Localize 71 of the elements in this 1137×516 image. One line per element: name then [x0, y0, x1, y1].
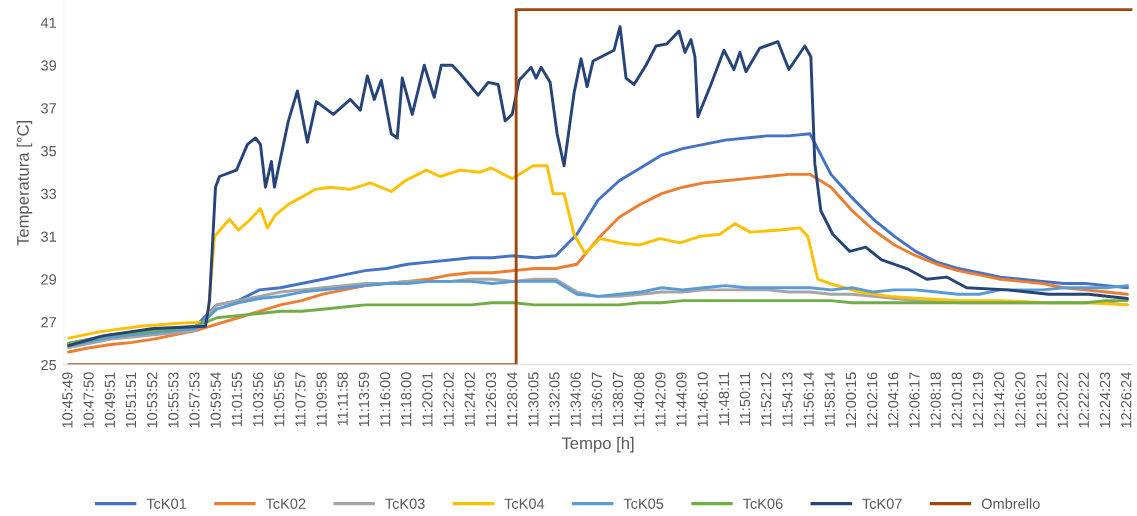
- x-tick-label: 10:55:53: [168, 372, 179, 428]
- x-tick-label: 11:32:05: [549, 372, 560, 427]
- x-tick-label: 12:02:16: [867, 372, 878, 428]
- legend-label: TcK07: [862, 498, 902, 509]
- x-tick-label: 12:26:24: [1121, 372, 1132, 428]
- x-tick-label: 12:22:22: [1078, 372, 1089, 428]
- x-tick-label: 11:54:13: [782, 372, 793, 427]
- x-tick-label: 11:44:09: [676, 372, 687, 427]
- x-tick-label: 11:38:07: [612, 372, 624, 427]
- x-tick-label: 11:18:00: [401, 372, 412, 427]
- x-tick-label: 11:11:58: [337, 372, 348, 426]
- x-tick-label: 12:06:17: [909, 372, 920, 428]
- x-tick-label: 11:05:56: [274, 372, 285, 427]
- legend-label: TcK02: [265, 498, 306, 509]
- x-tick-label: 11:24:02: [464, 372, 475, 427]
- y-tick-label: 25: [41, 359, 57, 371]
- x-tick-label: 12:08:18: [930, 372, 941, 428]
- y-tick-label: 41: [40, 17, 57, 28]
- x-tick-label: 11:46:10: [697, 372, 708, 427]
- x-tick-label: 11:56:14: [803, 372, 814, 427]
- legend-label: TcK03: [385, 498, 425, 509]
- x-tick-label: 12:10:18: [951, 372, 962, 428]
- x-tick-label: 12:16:20: [1015, 372, 1026, 428]
- x-tick-label: 10:57:53: [189, 372, 200, 428]
- x-tick-label: 12:18:21: [1036, 372, 1047, 428]
- x-tick-label: 12:00:15: [845, 372, 857, 428]
- x-tick-label: 11:22:02: [443, 372, 454, 427]
- x-tick-label: 11:16:00: [380, 372, 391, 427]
- x-tick-label: 12:14:20: [994, 372, 1005, 428]
- x-axis-title: Tempo [h]: [561, 436, 634, 453]
- x-tick-label: 11:40:08: [634, 372, 645, 427]
- legend-label: TcK06: [742, 498, 783, 509]
- x-tick-label: 10:49:51: [104, 372, 116, 428]
- x-tick-label: 12:04:16: [888, 372, 899, 428]
- x-tick-label: 11:42:09: [655, 372, 666, 427]
- x-tick-label: 11:52:12: [761, 372, 772, 427]
- x-tick-label: 10:59:54: [210, 372, 221, 428]
- x-tick-label: 11:07:57: [295, 372, 306, 427]
- y-tick-label: 39: [41, 60, 57, 71]
- x-tick-label: 12:12:19: [972, 372, 984, 428]
- x-tick-label: 12:20:22: [1057, 372, 1068, 428]
- x-tick-label: 11:20:01: [422, 372, 433, 427]
- y-tick-label: 31: [41, 231, 57, 242]
- legend-label: TcK04: [504, 498, 545, 509]
- y-tick-label: 35: [41, 145, 57, 157]
- x-tick-label: 11:48:11: [718, 372, 730, 426]
- legend-label: TcK01: [146, 498, 187, 509]
- y-axis-title: Temperatura [°C]: [16, 121, 33, 246]
- x-tick-label: 10:47:50: [83, 372, 94, 428]
- legend-label: Ombrello: [981, 498, 1040, 509]
- x-tick-label: 10:45:49: [62, 372, 73, 428]
- x-tick-label: 11:34:06: [570, 372, 581, 427]
- x-tick-label: 11:30:05: [528, 372, 539, 427]
- y-tick-label: 37: [41, 103, 56, 114]
- x-tick-label: 11:28:04: [507, 372, 518, 427]
- x-tick-label: 12:24:23: [1099, 372, 1111, 428]
- legend-label: TcK05: [623, 498, 664, 509]
- x-tick-label: 10:53:52: [147, 372, 158, 428]
- line-series: [67, 299, 1129, 345]
- x-tick-label: 11:09:58: [316, 372, 327, 427]
- y-tick-label: 33: [41, 188, 57, 200]
- x-tick-label: 11:26:03: [485, 372, 497, 427]
- x-tick-label: 11:58:14: [824, 372, 835, 427]
- x-tick-label: 11:36:07: [591, 372, 603, 427]
- y-tick-label: 27: [41, 317, 56, 328]
- x-tick-label: 10:51:51: [125, 372, 137, 428]
- x-tick-label: 11:01:55: [231, 372, 243, 427]
- x-tick-label: 11:50:11: [739, 372, 751, 426]
- x-tick-label: 11:03:56: [252, 372, 264, 427]
- x-tick-label: 11:13:59: [358, 372, 370, 427]
- y-tick-label: 29: [41, 274, 57, 285]
